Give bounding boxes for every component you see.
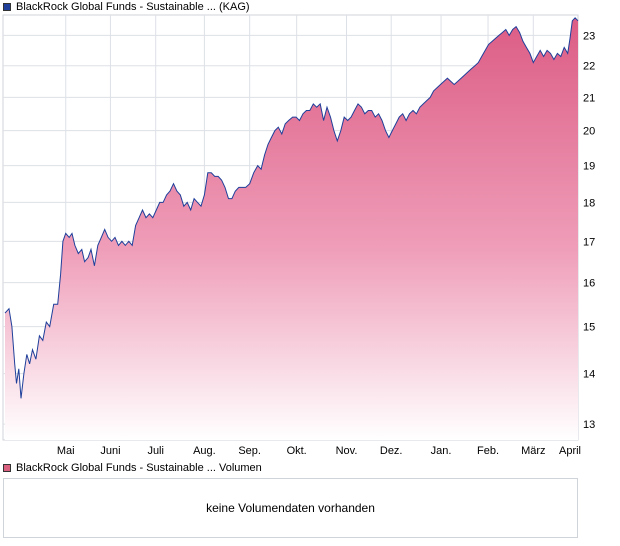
x-tick-label: Dez. [380, 445, 403, 457]
x-tick-label: Aug. [193, 445, 216, 457]
volume-legend-swatch [3, 464, 11, 472]
y-tick-label: 20 [583, 126, 595, 138]
y-tick-label: 22 [583, 61, 595, 73]
x-tick-label: Juni [100, 445, 120, 457]
y-axis-ticks: 13 14 15 16 17 18 19 20 21 22 23 [583, 30, 595, 431]
y-tick-label: 19 [583, 161, 595, 173]
y-tick-label: 13 [583, 419, 595, 431]
x-tick-label: März [521, 445, 545, 457]
volume-legend-label: BlackRock Global Funds - Sustainable ...… [16, 462, 262, 474]
y-tick-label: 21 [583, 92, 595, 104]
y-tick-label: 14 [583, 369, 595, 381]
no-volume-message: keine Volumendaten vorhanden [206, 501, 375, 515]
price-legend-swatch [3, 3, 11, 11]
price-line [4, 17, 579, 399]
price-legend: BlackRock Global Funds - Sustainable ...… [3, 0, 250, 14]
x-tick-label: April [559, 445, 581, 457]
y-tick-label: 16 [583, 278, 595, 290]
price-legend-label: BlackRock Global Funds - Sustainable ...… [16, 1, 250, 13]
y-tick-label: 17 [583, 236, 595, 248]
x-tick-label: Jan. [431, 445, 452, 457]
x-axis-ticks: Mai Juni Juli Aug. Sep. Okt. Nov. Dez. Jan. Feb. M… [57, 445, 581, 457]
x-tick-label: Mai [57, 445, 75, 457]
x-tick-label: Juli [147, 445, 164, 457]
price-area [5, 17, 578, 441]
volume-legend: BlackRock Global Funds - Sustainable ...… [3, 461, 262, 475]
x-tick-label: Okt. [287, 445, 307, 457]
y-tick-label: 15 [583, 322, 595, 334]
price-chart: 13 14 15 16 17 18 19 20 21 22 23 Mai Juni Juli Aug. Se… [2, 14, 595, 457]
x-tick-label: Feb. [477, 445, 499, 457]
x-tick-label: Nov. [336, 445, 358, 457]
y-tick-label: 23 [583, 30, 595, 42]
x-tick-label: Sep. [238, 445, 261, 457]
y-tick-label: 18 [583, 197, 595, 209]
volume-panel: keine Volumendaten vorhanden [3, 478, 578, 538]
